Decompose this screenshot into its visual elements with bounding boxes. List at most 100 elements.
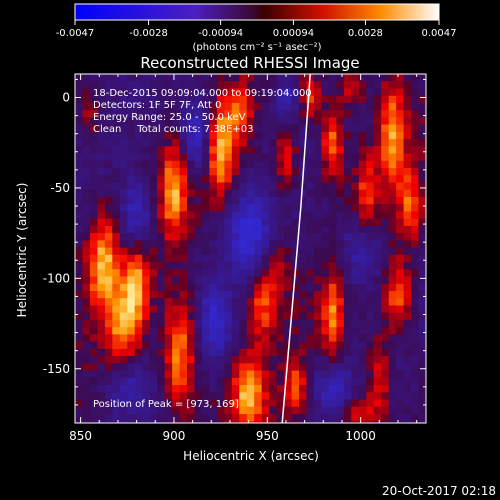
heatmap-cell [328,334,337,343]
heatmap-cell [157,117,166,126]
heatmap-cell [216,124,225,133]
heatmap-cell [172,189,181,198]
heatmap-cell [112,298,121,306]
heatmap-cell [321,225,330,234]
heatmap-cell [284,218,293,227]
heatmap-cell [343,95,352,104]
heatmap-cell [89,175,98,184]
heatmap-cell [366,117,375,126]
heatmap-cell [142,283,151,292]
heatmap-cell [388,182,397,191]
heatmap-cell [209,356,218,364]
heatmap-cell [89,153,98,162]
heatmap-cell [149,240,158,249]
heatmap-cell [358,356,367,364]
heatmap-cell [343,131,352,140]
heatmap-cell [216,399,225,408]
heatmap-cell [351,218,360,227]
heatmap-cell [261,262,270,270]
heatmap-cell [187,95,195,104]
heatmap-cell [366,312,375,321]
heatmap-cell [276,139,285,147]
heatmap-cell [82,225,91,234]
heatmap-cell [269,240,278,249]
heatmap-cell [239,117,248,126]
heatmap-cell [299,334,307,343]
heatmap-cell [82,81,91,89]
heatmap-cell [321,298,330,306]
heatmap-cell [119,269,128,278]
heatmap-cell [403,182,412,191]
heatmap-cell [328,131,337,140]
heatmap-cell [284,254,293,263]
heatmap-cell [336,168,345,176]
heatmap-cell [172,298,181,306]
heatmap-cell [239,298,248,306]
heatmap-cell [299,319,307,328]
heatmap-cell [119,88,128,97]
heatmap-cell [172,117,181,126]
heatmap-cell [104,139,113,147]
heatmap-cell [396,189,405,198]
heatmap-cell [119,276,128,285]
heatmap-cell [403,74,412,82]
heatmap-cell [239,363,248,372]
heatmap-cell [343,348,352,357]
heatmap-cell [75,110,83,118]
heatmap-cell [261,247,270,256]
heatmap-cell [321,110,330,118]
heatmap-cell [403,276,412,285]
heatmap-cell [127,298,136,306]
heatmap-cell [381,291,390,299]
heatmap-cell [351,168,360,176]
heatmap-cell [112,254,121,263]
x-tick-label: 900 [162,429,185,443]
heatmap-cell [231,298,240,306]
heatmap-cell [261,218,270,227]
heatmap-cell [321,305,330,314]
heatmap-cell [82,153,91,162]
heatmap-cell [127,247,136,256]
heatmap-cell [119,182,128,191]
heatmap-cell [314,131,322,140]
heatmap-cell [202,312,210,321]
heatmap-cell [75,341,83,350]
heatmap-cell [306,312,315,321]
heatmap-cell [187,139,195,147]
heatmap-cell [314,247,322,256]
heatmap-cell [231,377,240,386]
heatmap-cell [269,225,278,234]
heatmap-cell [209,363,218,372]
heatmap-cell [276,168,285,176]
heatmap-cell [403,377,412,386]
heatmap-cell [388,370,397,379]
heatmap-cell [82,95,91,104]
heatmap-cell [239,370,248,379]
heatmap-cell [179,117,188,126]
heatmap-cell [246,298,255,306]
heatmap-cell [82,334,91,343]
heatmap-cell [381,88,390,97]
heatmap-cell [396,370,405,379]
heatmap-cell [187,182,195,191]
heatmap-cell [82,247,91,256]
heatmap-cell [97,168,106,176]
heatmap-cell [381,399,390,408]
heatmap-cell [246,247,255,256]
heatmap-cell [216,240,225,249]
heatmap-cell [89,291,98,299]
heatmap-cell [104,370,113,379]
heatmap-cell [269,247,278,256]
heatmap-cell [164,363,173,372]
heatmap-cell [179,348,188,357]
heatmap-cell [306,348,315,357]
heatmap-cell [426,407,434,415]
heatmap-cell [149,117,158,126]
heatmap-cell [231,153,240,162]
heatmap-cell [112,102,121,111]
heatmap-cell [187,197,195,205]
heatmap-cell [314,240,322,249]
heatmap-cell [247,428,255,436]
heatmap-cell [127,283,136,292]
heatmap-cell [254,406,263,415]
